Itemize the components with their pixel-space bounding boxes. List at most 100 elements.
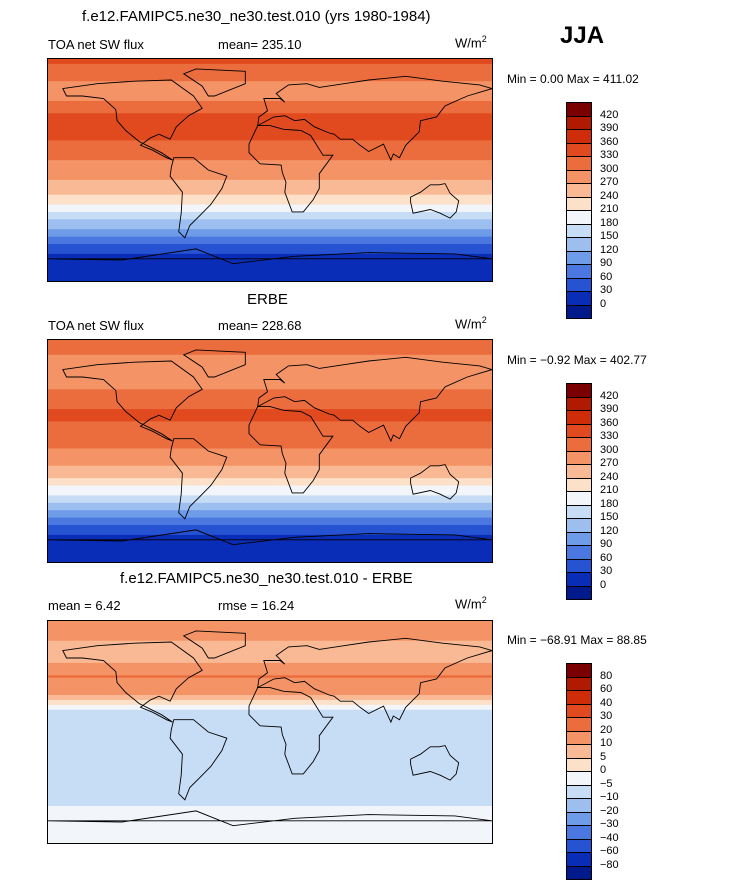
colorbar-tick-label: 120	[600, 245, 618, 256]
colorbar-tick-label: 420	[600, 391, 618, 402]
colorbar-swatch	[566, 264, 592, 278]
colorbar-tick-label: 360	[600, 137, 618, 148]
colorbar-swatch	[566, 690, 592, 704]
colorbar-tick-label: 30	[600, 711, 612, 722]
colorbar-swatch	[566, 464, 592, 478]
panel-3-title: f.e12.FAMIPC5.ne30_ne30.test.010 - ERBE	[120, 570, 413, 587]
panel-3-mean: mean = 6.42	[48, 598, 121, 613]
colorbar-tick-label: 120	[600, 526, 618, 537]
panel-2-mean: mean= 228.68	[218, 318, 301, 333]
colorbar-tick-label: −30	[600, 819, 619, 830]
colorbar-swatch	[566, 866, 592, 880]
panel-2-minmax: Min = −0.92 Max = 402.77	[507, 353, 647, 367]
colorbar-swatch	[566, 505, 592, 519]
colorbar-tick-label: 360	[600, 418, 618, 429]
panel-3-units: W/m2	[455, 595, 487, 611]
colorbar-swatch	[566, 291, 592, 305]
colorbar-swatch	[566, 278, 592, 292]
panel-2-title: ERBE	[247, 291, 288, 308]
panel-1-title: f.e12.FAMIPC5.ne30_ne30.test.010 (yrs 19…	[82, 8, 431, 25]
colorbar-tick-label: 90	[600, 258, 612, 269]
colorbar-tick-label: 180	[600, 218, 618, 229]
colorbar-tick-label: 60	[600, 553, 612, 564]
colorbar-swatch	[566, 572, 592, 586]
colorbar-tick-label: 420	[600, 110, 618, 121]
colorbar-swatch	[566, 491, 592, 505]
panel-1-map-svg	[48, 59, 492, 281]
colorbar-tick-label: 300	[600, 164, 618, 175]
colorbar-swatch	[566, 532, 592, 546]
colorbar-swatch	[566, 170, 592, 184]
colorbar-tick-label: 30	[600, 566, 612, 577]
colorbar-tick-label: 330	[600, 150, 618, 161]
panel-1-units: W/m2	[455, 34, 487, 50]
colorbar-swatch	[566, 731, 592, 745]
colorbar-swatch	[566, 437, 592, 451]
colorbar-swatch	[566, 410, 592, 424]
colorbar-tick-label: −10	[600, 792, 619, 803]
panel-2-field-label: TOA net SW flux	[48, 318, 144, 333]
colorbar-tick-label: 10	[600, 738, 612, 749]
field-band	[48, 279, 492, 281]
colorbar-tick-label: 150	[600, 512, 618, 523]
colorbar-swatch	[566, 451, 592, 465]
colorbar-tick-label: 240	[600, 191, 618, 202]
colorbar-tick-label: 390	[600, 123, 618, 134]
panel-2-map	[47, 339, 493, 563]
colorbar-swatch	[566, 383, 592, 397]
colorbar-swatch	[566, 852, 592, 866]
colorbar-swatch	[566, 424, 592, 438]
colorbar-tick-label: −60	[600, 846, 619, 857]
colorbar-tick-label: 80	[600, 671, 612, 682]
panel-3-map	[47, 620, 493, 844]
colorbar-swatch	[566, 478, 592, 492]
colorbar-swatch	[566, 545, 592, 559]
panel-1-minmax: Min = 0.00 Max = 411.02	[507, 72, 639, 86]
field-band	[48, 560, 492, 562]
colorbar-swatch	[566, 744, 592, 758]
colorbar-swatch	[566, 102, 592, 116]
panel-1-mean: mean= 235.10	[218, 37, 301, 52]
colorbar-swatch	[566, 812, 592, 826]
panel-1-field-label: TOA net SW flux	[48, 37, 144, 52]
panel-2-units: W/m2	[455, 315, 487, 331]
colorbar-swatch	[566, 717, 592, 731]
colorbar-swatch	[566, 771, 592, 785]
colorbar-swatch	[566, 197, 592, 211]
colorbar-tick-label: 40	[600, 698, 612, 709]
colorbar-tick-label: −80	[600, 860, 619, 871]
colorbar-swatch	[566, 586, 592, 601]
colorbar-tick-label: 240	[600, 472, 618, 483]
panel-1-map	[47, 58, 493, 282]
colorbar-tick-label: 60	[600, 684, 612, 695]
colorbar-swatch	[566, 397, 592, 411]
colorbar-tick-label: −5	[600, 779, 613, 790]
colorbar-swatch	[566, 143, 592, 157]
colorbar-swatch	[566, 183, 592, 197]
season-label: JJA	[560, 22, 604, 50]
colorbar-tick-label: 0	[600, 765, 606, 776]
colorbar-tick-label: 0	[600, 580, 606, 591]
colorbar-tick-label: 270	[600, 177, 618, 188]
colorbar-tick-label: 210	[600, 485, 618, 496]
colorbar-swatch	[566, 224, 592, 238]
colorbar-tick-label: 30	[600, 285, 612, 296]
panel-2-map-svg	[48, 340, 492, 562]
colorbar-swatch	[566, 237, 592, 251]
colorbar-swatch	[566, 518, 592, 532]
colorbar-swatch	[566, 798, 592, 812]
colorbar-tick-label: 90	[600, 539, 612, 550]
colorbar-swatch	[566, 129, 592, 143]
colorbar-tick-label: 180	[600, 499, 618, 510]
colorbar-tick-label: 20	[600, 725, 612, 736]
colorbar-swatch	[566, 559, 592, 573]
field-band	[48, 841, 492, 843]
colorbar-tick-label: 300	[600, 445, 618, 456]
colorbar-swatch	[566, 704, 592, 718]
panel-3-map-svg	[48, 621, 492, 843]
colorbar-tick-label: 330	[600, 431, 618, 442]
colorbar-tick-label: 210	[600, 204, 618, 215]
colorbar-swatch	[566, 251, 592, 265]
colorbar-swatch	[566, 116, 592, 130]
colorbar-swatch	[566, 663, 592, 677]
